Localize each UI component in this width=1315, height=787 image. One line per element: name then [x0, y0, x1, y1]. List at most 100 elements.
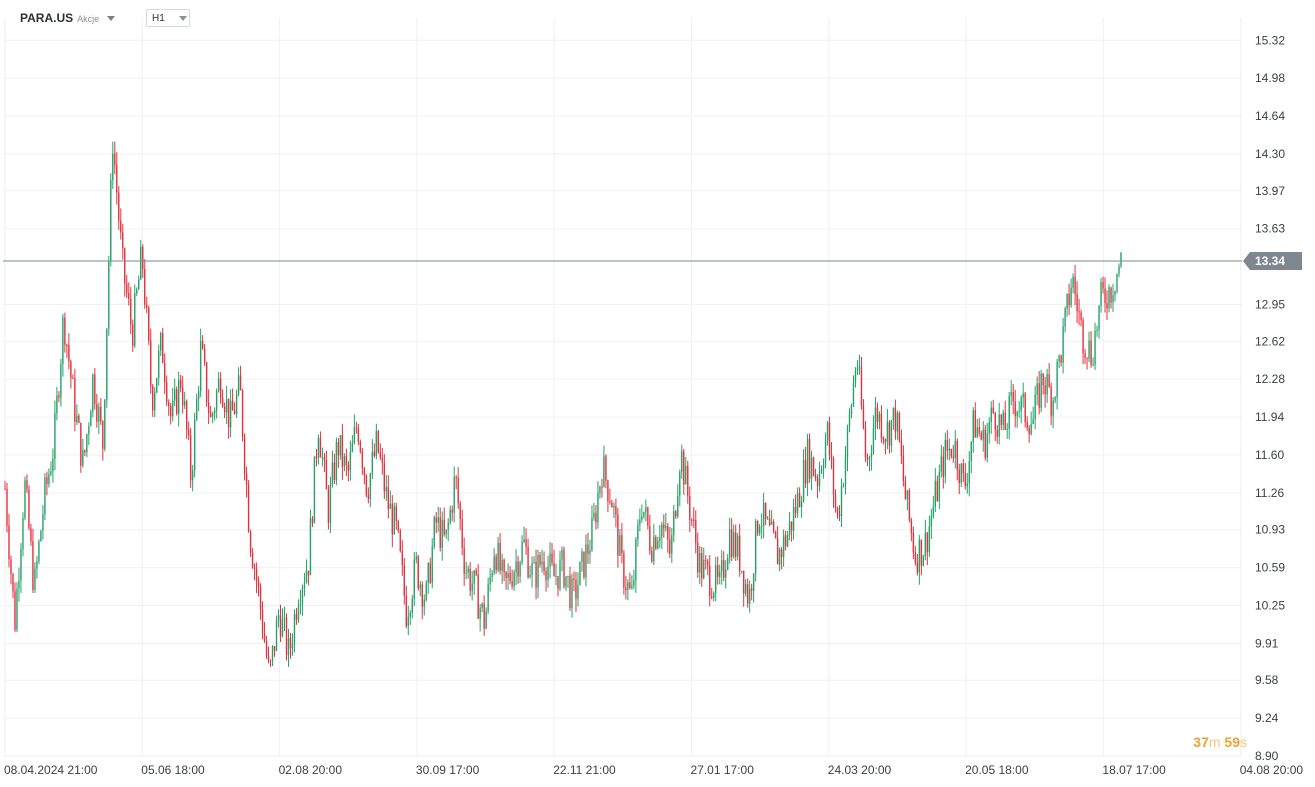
- candle-body: [878, 413, 881, 422]
- candle-body: [1016, 411, 1018, 417]
- candle-body: [798, 493, 801, 508]
- candle-body: [683, 451, 685, 485]
- candle-body: [1108, 287, 1110, 309]
- candle-body: [1044, 385, 1046, 395]
- candle-body: [329, 484, 332, 523]
- candle-body: [86, 434, 88, 453]
- candle-body: [872, 428, 875, 453]
- candle-body: [808, 439, 811, 479]
- candle-body: [1040, 373, 1042, 408]
- candle-body: [617, 514, 619, 556]
- candle-body: [337, 442, 340, 456]
- candle-body: [46, 477, 48, 485]
- candle-body: [273, 646, 276, 651]
- candle-body: [395, 506, 397, 521]
- candle-body: [481, 603, 483, 608]
- candle-body: [573, 578, 575, 580]
- candle-body: [351, 442, 354, 452]
- candle-body: [267, 655, 270, 661]
- candle-body: [14, 591, 16, 630]
- candle-body: [411, 599, 413, 613]
- candle-body: [469, 568, 471, 591]
- candle-body: [788, 521, 791, 535]
- candle-body: [449, 509, 451, 523]
- candle-body: [954, 440, 956, 458]
- candle-body: [786, 534, 789, 547]
- candle-body: [892, 407, 895, 421]
- interval-dropdown[interactable]: H1: [146, 9, 190, 27]
- candle-body: [966, 483, 968, 487]
- candle-body: [764, 502, 767, 519]
- candle-body: [213, 410, 216, 414]
- candle-body: [906, 490, 909, 500]
- candle-body: [561, 549, 563, 560]
- candle-body: [315, 456, 318, 459]
- candle-body: [1048, 374, 1050, 387]
- candle-body: [505, 571, 507, 578]
- candle-body: [205, 362, 208, 403]
- candle-body: [1074, 276, 1076, 294]
- candle-body: [519, 562, 521, 577]
- candle-body: [689, 495, 691, 520]
- candle-body: [772, 521, 775, 532]
- candle-body: [958, 469, 960, 483]
- candle-body: [940, 456, 943, 473]
- candle-body: [497, 542, 499, 571]
- candle-body: [305, 570, 308, 583]
- candle-body: [1032, 419, 1034, 425]
- candle-body: [397, 520, 399, 531]
- price-axis[interactable]: 15.32 14.98 14.64 14.30 13.97 13.63 12.95 12.62…: [1255, 33, 1285, 763]
- candle-body: [30, 528, 32, 542]
- candle-body: [221, 397, 224, 407]
- candle-body: [215, 391, 218, 411]
- candle-body: [729, 529, 731, 558]
- candle-body: [295, 613, 298, 620]
- candle-body: [26, 480, 28, 490]
- y-tick-label: 9.91: [1255, 636, 1279, 650]
- candle-body: [391, 503, 394, 535]
- candle-body: [371, 451, 374, 474]
- candle-body: [517, 561, 519, 577]
- candle-body: [74, 378, 76, 422]
- candle-body: [1034, 394, 1036, 420]
- chevron-down-icon[interactable]: [107, 15, 116, 21]
- candle-body: [1006, 429, 1008, 431]
- candle-body: [661, 524, 663, 537]
- candle-body: [261, 609, 264, 634]
- candle-body: [168, 402, 170, 406]
- candle-body: [1104, 288, 1106, 304]
- candle-body: [673, 511, 675, 536]
- candle-body: [968, 461, 970, 484]
- candle-body: [285, 617, 288, 656]
- candle-body: [976, 427, 978, 438]
- candle-body: [503, 559, 505, 572]
- candle-body: [66, 344, 68, 346]
- candle-body: [158, 350, 160, 379]
- candle-body: [189, 435, 192, 481]
- y-tick-label: 13.63: [1255, 222, 1285, 236]
- candle-body: [102, 421, 104, 449]
- candle-body: [635, 539, 637, 581]
- candle-body: [1004, 412, 1006, 430]
- candle-body: [130, 298, 132, 325]
- chevron-down-icon[interactable]: [178, 15, 187, 21]
- instrument-selector[interactable]: PARA.US Akcje: [20, 9, 116, 27]
- candle-body: [972, 410, 974, 443]
- candle-body: [980, 433, 982, 440]
- candle-body: [132, 324, 134, 346]
- time-axis[interactable]: 08.04.2024 21:00 05.06 18:00 02.08 20:00 30…: [4, 763, 1303, 777]
- candle-body: [1002, 412, 1004, 425]
- candle-body: [1018, 411, 1020, 413]
- candle-body: [1098, 305, 1100, 330]
- candle-body: [1010, 392, 1012, 396]
- candle-body: [998, 414, 1000, 437]
- candle-body: [42, 514, 44, 531]
- candle-body: [603, 456, 605, 487]
- candle-body: [701, 553, 703, 579]
- y-tick-label: 10.93: [1255, 523, 1285, 537]
- candle-body: [1118, 266, 1120, 274]
- candle-body: [862, 405, 865, 429]
- candle-body: [770, 521, 773, 525]
- candle-body: [513, 572, 515, 587]
